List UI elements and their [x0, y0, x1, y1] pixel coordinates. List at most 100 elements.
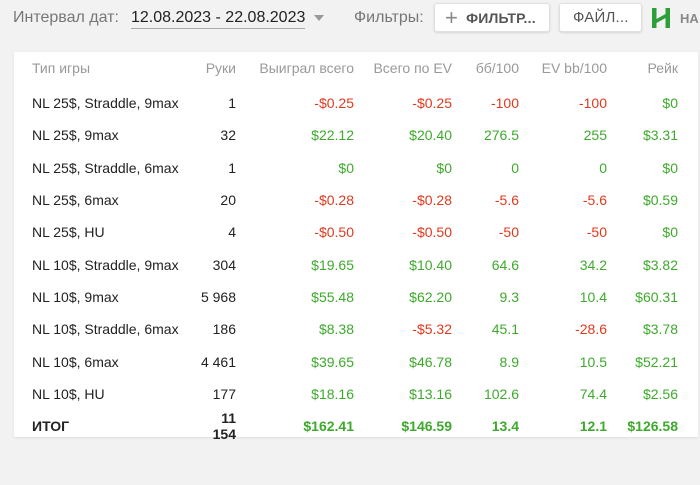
cell-rake: $52.21 — [635, 353, 678, 370]
cell-bb100: 102.6 — [483, 385, 519, 402]
cell-ev-total: $10.40 — [409, 256, 452, 273]
cell-hands: 1 — [228, 95, 236, 112]
cell-ev-bb100: 255 — [583, 127, 607, 144]
table-total-row: ИТОГ 11 154 $162.41 $146.59 13.4 12.1 $126.58 — [14, 410, 678, 442]
cell-game-type: NL 10$, HU — [32, 385, 105, 402]
cell-ev-bb100: 10.5 — [579, 353, 607, 370]
cell-won-total: $55.48 — [311, 288, 354, 305]
cell-rake: $2.56 — [642, 385, 678, 402]
table-row[interactable]: NL 25$, Straddle, 6max 1 $0 $0 0 0 $0 — [14, 152, 678, 184]
cell-ev-total: -$0.25 — [412, 95, 452, 112]
cell-hands: 32 — [220, 127, 236, 144]
logo-bar-right — [665, 8, 670, 28]
cell-won-total: $18.16 — [311, 385, 354, 402]
cell-won-total: $19.65 — [311, 256, 354, 273]
logo-icon[interactable] — [650, 6, 672, 30]
files-button[interactable]: ФАЙЛ... — [559, 3, 642, 32]
cell-bb100: 0 — [511, 159, 519, 176]
cell-bb100: -50 — [498, 224, 519, 241]
col-header-ev-total[interactable]: Всего по EV — [373, 60, 452, 76]
cell-game-type: NL 25$, Straddle, 6max — [32, 159, 179, 176]
table-row[interactable]: NL 25$, HU 4 -$0.50 -$0.50 -50 -50 $0 — [14, 216, 678, 248]
table-header-row: Тип игры Руки Выиграл всего Всего по EV … — [14, 52, 678, 84]
cell-game-type: NL 10$, 9max — [32, 288, 119, 305]
cell-won-total: -$0.28 — [314, 192, 354, 209]
cell-ev-total: $13.16 — [409, 385, 452, 402]
cell-rake: $0 — [662, 159, 678, 176]
cell-hands: 4 — [228, 224, 236, 241]
total-cell-bb100: 13.4 — [491, 417, 519, 434]
cell-won-total: $22.12 — [311, 127, 354, 144]
cell-ev-total: -$0.28 — [412, 192, 452, 209]
logo-bar-left — [652, 8, 657, 28]
filters-label: Фильтры: — [354, 9, 424, 26]
cell-bb100: -5.6 — [494, 192, 519, 209]
table-row[interactable]: NL 10$, 9max 5 968 $55.48 $62.20 9.3 10.4 $60.… — [14, 281, 678, 313]
col-header-rake[interactable]: Рейк — [647, 60, 678, 76]
cell-game-type: NL 25$, HU — [32, 224, 105, 241]
chevron-down-icon[interactable] — [314, 15, 324, 21]
cell-hands: 20 — [220, 192, 236, 209]
cell-won-total: $8.38 — [318, 321, 354, 338]
cell-ev-bb100: -28.6 — [575, 321, 607, 338]
total-cell-hands: 11 154 — [212, 409, 236, 442]
cell-bb100: 64.6 — [491, 256, 519, 273]
cell-ev-total: $62.20 — [409, 288, 452, 305]
table-row[interactable]: NL 25$, 9max 32 $22.12 $20.40 276.5 255 $3.31 — [14, 119, 678, 151]
table-row[interactable]: NL 25$, 6max 20 -$0.28 -$0.28 -5.6 -5.6 $0.59 — [14, 184, 678, 216]
total-cell-rake: $126.58 — [627, 417, 678, 434]
total-cell-won-total: $162.41 — [303, 417, 354, 434]
add-filter-label: ФИЛЬТР... — [466, 9, 536, 26]
col-header-ev-bb100[interactable]: EV bb/100 — [541, 60, 607, 76]
cell-game-type: NL 25$, 6max — [32, 192, 119, 209]
cell-hands: 1 — [228, 159, 236, 176]
cell-ev-bb100: -50 — [586, 224, 607, 241]
cell-rake: $3.31 — [642, 127, 678, 144]
table-row[interactable]: NL 25$, Straddle, 9max 1 -$0.25 -$0.25 -100 -… — [14, 84, 678, 119]
cell-ev-bb100: 74.4 — [579, 385, 607, 402]
cell-ev-bb100: 0 — [599, 159, 607, 176]
toolbar: Интервал дат: 12.08.2023 - 22.08.2023 Фи… — [0, 0, 700, 38]
date-range-label: Интервал дат: — [13, 9, 119, 26]
col-header-won-total[interactable]: Выиграл всего — [259, 60, 354, 76]
cell-hands: 304 — [212, 256, 236, 273]
cell-ev-total: -$0.50 — [412, 224, 452, 241]
cell-rake: $0.59 — [642, 192, 678, 209]
cell-rake: $3.82 — [642, 256, 678, 273]
cell-game-type: NL 25$, Straddle, 9max — [32, 95, 179, 112]
cell-ev-total: -$5.32 — [412, 321, 452, 338]
files-label: ФАЙЛ... — [573, 9, 629, 26]
col-header-game-type[interactable]: Тип игры — [32, 60, 91, 76]
table-row[interactable]: NL 10$, HU 177 $18.16 $13.16 102.6 74.4 $2.56 — [14, 378, 678, 410]
cell-hands: 5 968 — [200, 288, 236, 305]
col-header-bb100[interactable]: бб/100 — [475, 60, 519, 76]
cell-bb100: 45.1 — [491, 321, 519, 338]
col-header-hands[interactable]: Руки — [205, 60, 236, 76]
cell-bb100: 276.5 — [483, 127, 519, 144]
cell-bb100: 9.3 — [499, 288, 519, 305]
total-cell-game-type: ИТОГ — [32, 417, 70, 434]
cell-won-total: -$0.50 — [314, 224, 354, 241]
total-cell-ev-bb100: 12.1 — [579, 417, 607, 434]
cell-ev-bb100: -5.6 — [582, 192, 607, 209]
cell-ev-bb100: -100 — [578, 95, 607, 112]
cell-hands: 4 461 — [200, 353, 236, 370]
cell-game-type: NL 25$, 9max — [32, 127, 119, 144]
cell-ev-total: $46.78 — [409, 353, 452, 370]
logo-text: НА — [680, 11, 699, 26]
cell-hands: 177 — [212, 385, 236, 402]
cell-won-total: -$0.25 — [314, 95, 354, 112]
cell-ev-total: $20.40 — [409, 127, 452, 144]
stats-card: Тип игры Руки Выиграл всего Всего по EV … — [14, 52, 698, 442]
table-row[interactable]: NL 10$, 6max 4 461 $39.65 $46.78 8.9 10.5 $52.… — [14, 345, 678, 377]
cell-ev-bb100: 34.2 — [579, 256, 607, 273]
table-row[interactable]: NL 10$, Straddle, 9max 304 $19.65 $10.40 64.… — [14, 248, 678, 280]
date-range-select[interactable]: 12.08.2023 - 22.08.2023 — [131, 9, 306, 29]
total-cell-ev-total: $146.59 — [401, 417, 452, 434]
cell-rake: $0 — [662, 224, 678, 241]
cell-game-type: NL 10$, 6max — [32, 353, 119, 370]
add-filter-button[interactable]: + ФИЛЬТР... — [434, 3, 550, 32]
cell-rake: $3.78 — [642, 321, 678, 338]
table-row[interactable]: NL 10$, Straddle, 6max 186 $8.38 -$5.32 45.1… — [14, 313, 678, 345]
cell-won-total: $0 — [338, 159, 354, 176]
